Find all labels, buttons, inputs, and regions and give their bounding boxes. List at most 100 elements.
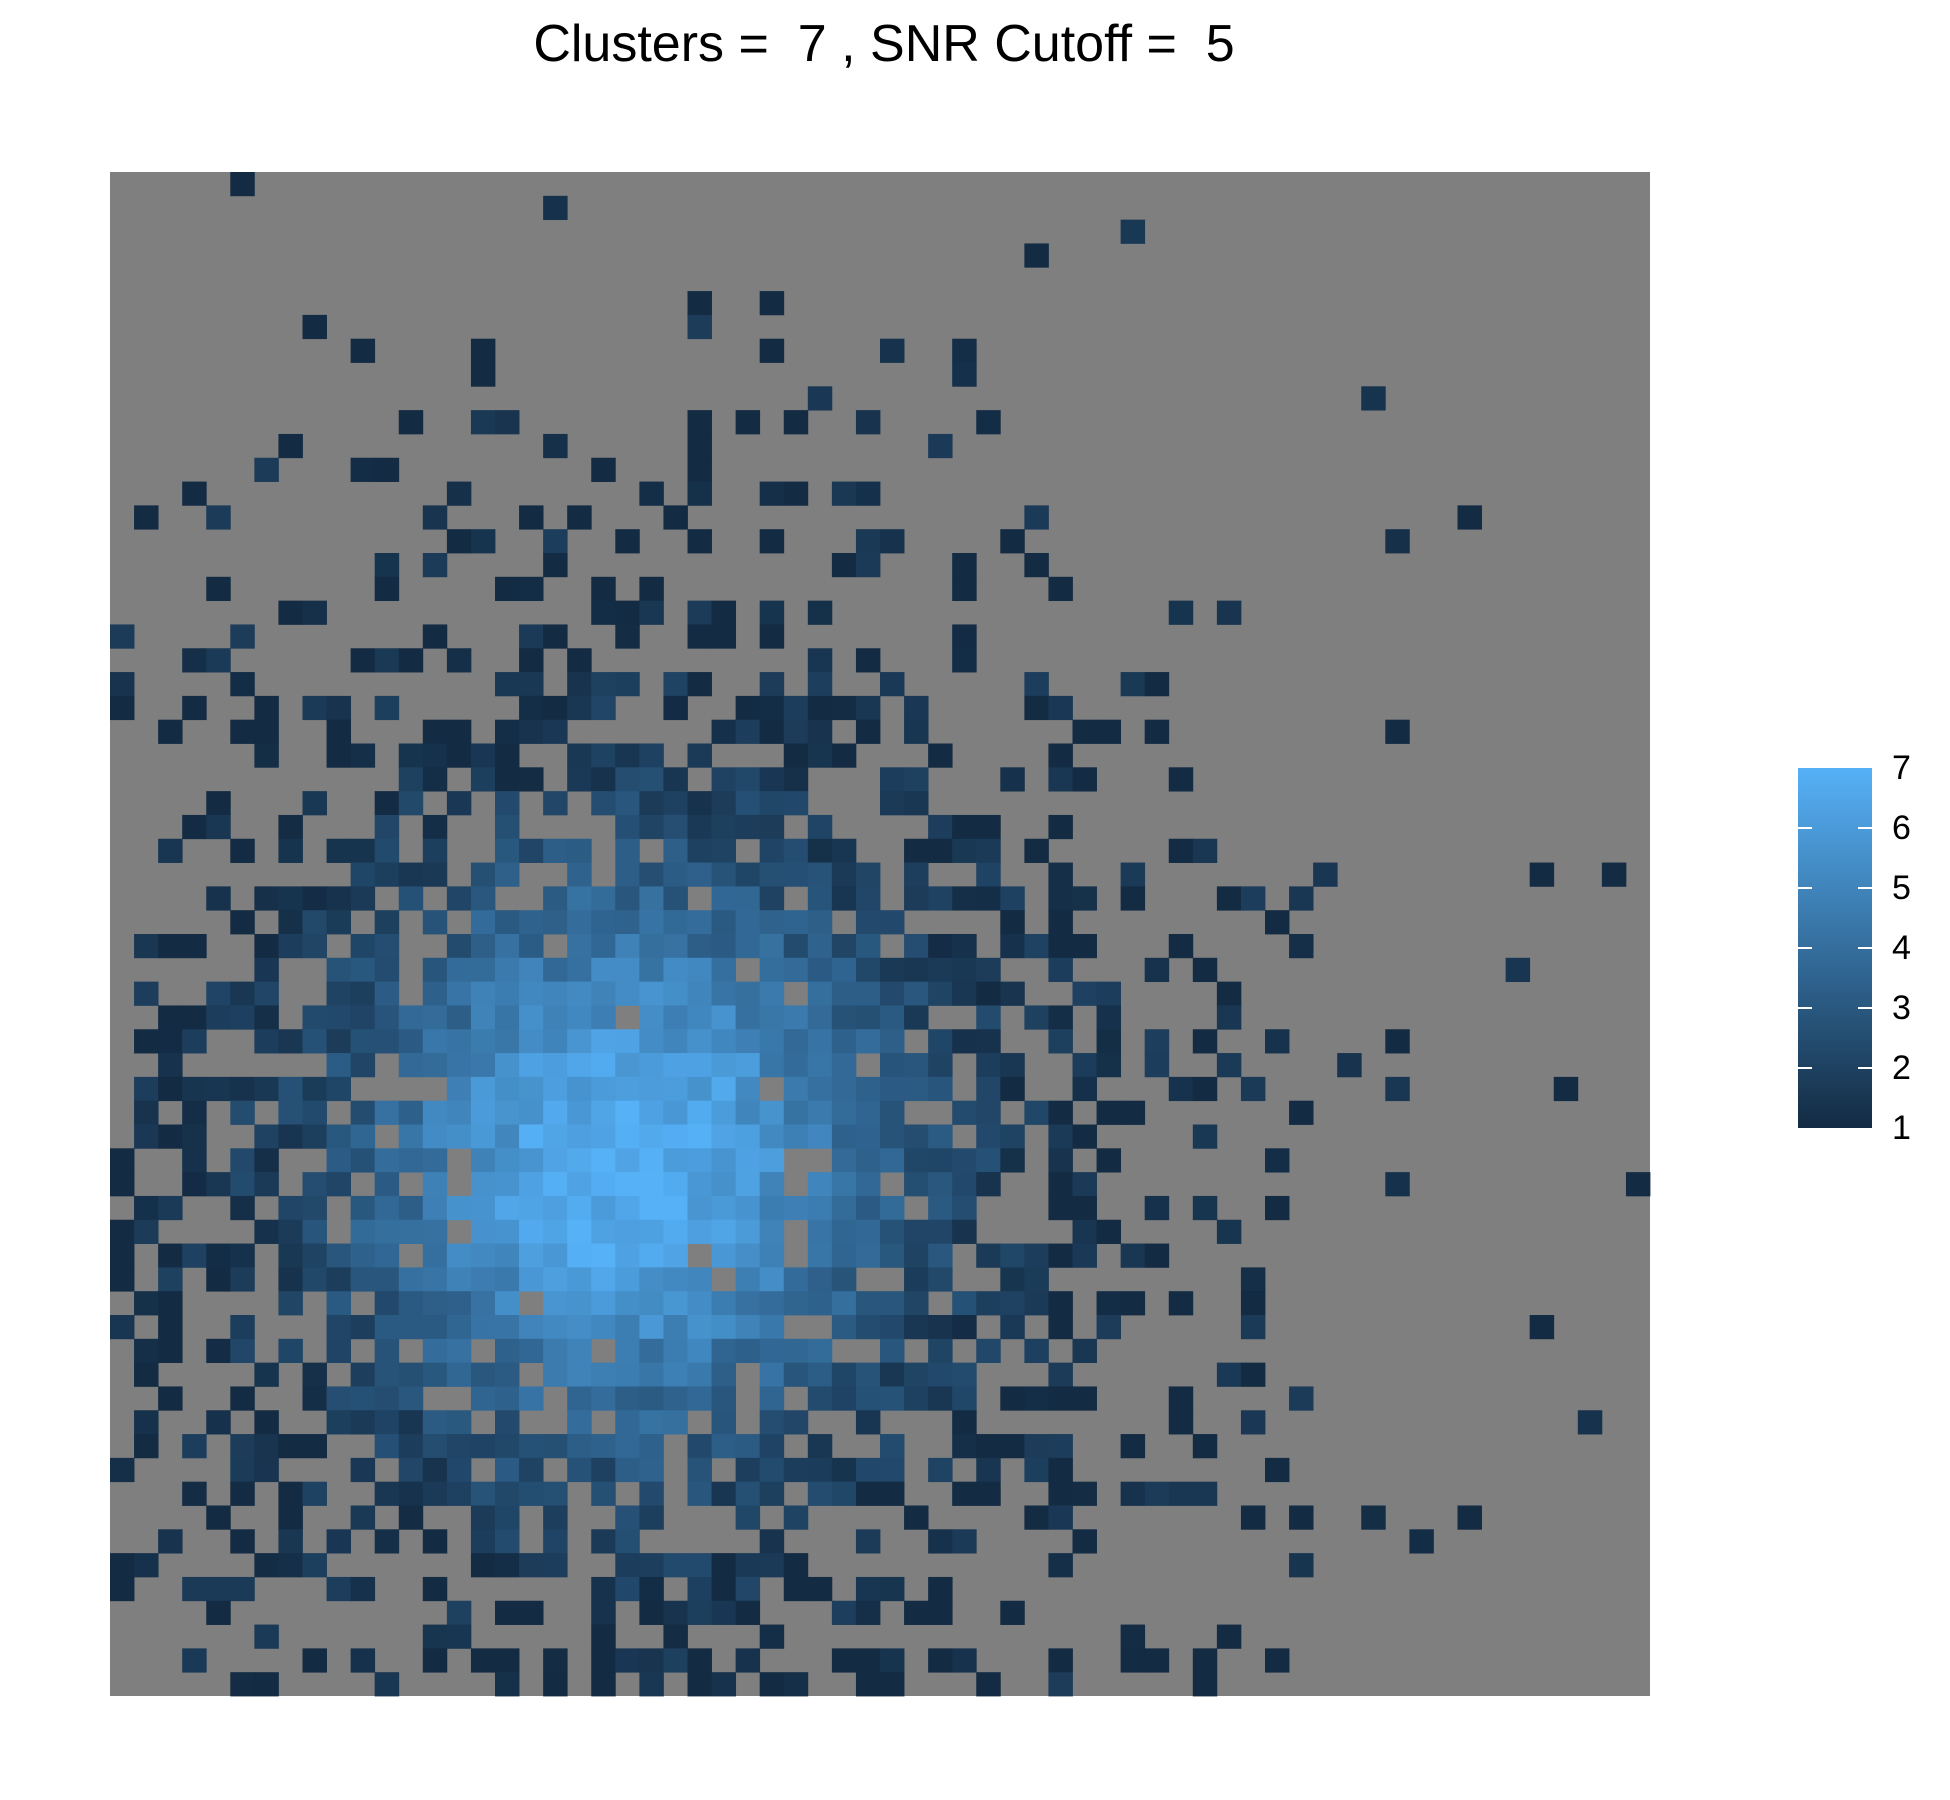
heatmap-cell — [735, 1124, 761, 1149]
heatmap-cell — [254, 1005, 279, 1030]
heatmap-cell — [928, 1124, 953, 1149]
heatmap-cell — [1096, 719, 1122, 744]
heatmap-cell — [1000, 1124, 1025, 1149]
heatmap-cell — [591, 743, 616, 768]
heatmap-cell — [302, 1386, 327, 1411]
heatmap-cell — [783, 1076, 809, 1102]
heatmap-cell — [928, 957, 953, 983]
heatmap-cell — [326, 1291, 352, 1316]
heatmap-cell — [543, 1076, 568, 1102]
heatmap-cell — [446, 529, 472, 554]
heatmap-cell — [446, 1124, 472, 1149]
heatmap-cell — [543, 1267, 568, 1292]
heatmap-cell — [880, 529, 905, 554]
heatmap-cell — [687, 838, 712, 863]
heatmap-cell — [422, 910, 448, 935]
heatmap-cell — [663, 981, 688, 1006]
heatmap-cell — [1048, 1457, 1073, 1483]
heatmap-cell — [1216, 886, 1242, 911]
heatmap-cell — [807, 1195, 833, 1221]
heatmap-cell — [976, 1481, 1001, 1506]
heatmap-cell — [206, 1005, 231, 1030]
heatmap-cell — [1216, 1005, 1242, 1030]
heatmap-cell — [543, 1124, 568, 1149]
heatmap-cell — [952, 886, 977, 911]
heatmap-cell — [591, 1076, 616, 1102]
heatmap-cell — [735, 1457, 761, 1483]
heatmap-cell — [928, 1386, 953, 1411]
heatmap-cell — [711, 957, 737, 983]
heatmap-cell — [470, 1172, 496, 1197]
heatmap-cell — [711, 814, 737, 840]
heatmap-cell — [182, 1648, 207, 1673]
heatmap-cell — [711, 1219, 737, 1244]
heatmap-cell — [711, 1434, 737, 1459]
heatmap-cell — [230, 1100, 255, 1125]
heatmap-cell — [495, 1243, 520, 1268]
heatmap-cell — [855, 481, 881, 506]
heatmap-cell — [687, 1100, 712, 1125]
heatmap-cell — [1048, 1481, 1073, 1506]
heatmap-cell — [711, 600, 737, 625]
heatmap-cell — [350, 1029, 376, 1054]
heatmap-cell — [302, 1195, 327, 1221]
heatmap-cell — [519, 1076, 544, 1102]
heatmap-cell — [783, 743, 809, 768]
heatmap-cell — [230, 910, 255, 935]
heatmap-cell — [230, 838, 255, 863]
heatmap-cell — [783, 791, 809, 816]
heatmap-cell — [278, 1529, 303, 1554]
heatmap-cell — [302, 695, 327, 721]
heatmap-cell — [182, 481, 207, 506]
heatmap-cell — [831, 1291, 857, 1316]
heatmap-cell — [615, 957, 640, 983]
heatmap-cell — [831, 1005, 857, 1030]
heatmap-cell — [278, 1219, 303, 1244]
heatmap-cell — [326, 1410, 352, 1435]
heatmap-cell — [398, 1386, 424, 1411]
heatmap-cell — [1000, 1148, 1025, 1173]
heatmap-cell — [663, 1029, 688, 1054]
heatmap-cell — [928, 1338, 953, 1364]
heatmap-cell — [470, 743, 496, 768]
heatmap-cell — [1096, 1148, 1122, 1173]
heatmap-cell — [663, 791, 688, 816]
heatmap-cell — [759, 291, 785, 316]
heatmap-cell — [591, 1362, 616, 1387]
heatmap-cell — [470, 1434, 496, 1459]
heatmap-cell — [663, 814, 688, 840]
heatmap-cell — [639, 791, 664, 816]
heatmap-cell — [735, 1648, 761, 1673]
heatmap-cell — [278, 1076, 303, 1102]
heatmap-cell — [687, 457, 712, 482]
heatmap-cell — [398, 1219, 424, 1244]
heatmap-cell — [446, 934, 472, 959]
heatmap-cell — [278, 433, 303, 459]
heatmap-cell — [1120, 1624, 1146, 1649]
heatmap-cell — [278, 838, 303, 863]
heatmap-cell — [398, 1505, 424, 1530]
heatmap-cell — [1000, 1600, 1025, 1625]
heatmap-cell — [663, 1195, 688, 1221]
heatmap-cell — [567, 1219, 592, 1244]
heatmap-cell — [928, 1076, 953, 1102]
heatmap-cell — [278, 1434, 303, 1459]
heatmap-cell — [928, 1529, 953, 1554]
heatmap-cell — [422, 981, 448, 1006]
heatmap-cell — [374, 457, 400, 482]
heatmap-cell — [711, 1243, 737, 1268]
heatmap-cell — [1048, 1315, 1073, 1340]
heatmap-cell — [1240, 1076, 1266, 1102]
heatmap-cell — [759, 886, 785, 911]
heatmap-cell — [278, 1029, 303, 1054]
heatmap-cell — [1216, 981, 1242, 1006]
heatmap-cell — [254, 1672, 279, 1697]
heatmap-cell — [880, 1362, 905, 1387]
heatmap-cell — [831, 957, 857, 983]
heatmap-cell — [1289, 1100, 1314, 1125]
heatmap-cell — [254, 1410, 279, 1435]
heatmap-cell — [807, 1029, 833, 1054]
heatmap-cell — [1024, 1434, 1049, 1459]
heatmap-cell — [904, 791, 929, 816]
heatmap-cell — [687, 1457, 712, 1483]
